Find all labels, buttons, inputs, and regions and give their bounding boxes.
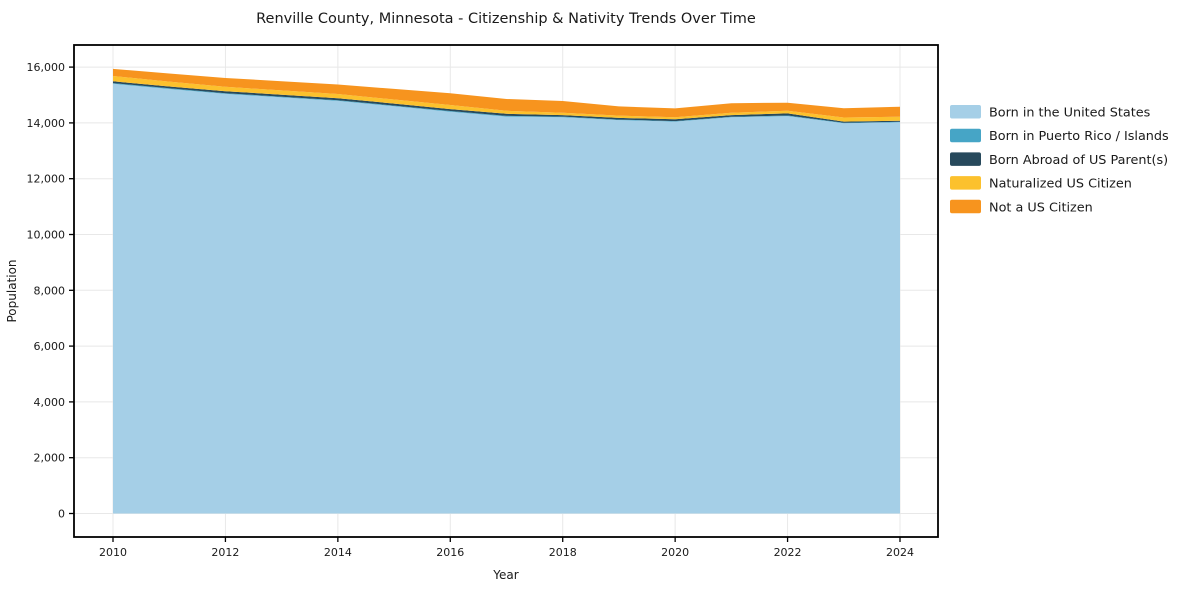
y-tick-label: 2,000 (34, 452, 66, 465)
area-series-not-a-us-citizen (113, 68, 900, 118)
legend-item: Born in Puerto Rico / Islands (950, 128, 1169, 144)
legend-swatch (950, 128, 981, 143)
legend-item: Born Abroad of US Parent(s) (950, 152, 1168, 168)
legend-item-label: Born in Puerto Rico / Islands (989, 129, 1169, 144)
x-tick-label: 2012 (211, 546, 239, 559)
legend-swatch (950, 105, 981, 119)
legend-item: Not a US Citizen (950, 199, 1093, 215)
legend-item-label: Naturalized US Citizen (989, 177, 1132, 192)
y-tick-label: 6,000 (34, 340, 66, 353)
stacked-area-layer (113, 68, 900, 514)
tick-layer: 2010 2012 2014 2016 2018 2020 2022 2024 0 2,000 4,… (27, 61, 914, 559)
legend-swatch (950, 176, 981, 190)
legend-item: Naturalized US Citizen (950, 176, 1132, 192)
area-series-born-abroad-of-us-parent-s- (113, 81, 900, 123)
x-tick-label: 2024 (886, 546, 914, 559)
y-tick-label: 10,000 (27, 229, 66, 242)
legend: Born in the United States Born in Puerto … (950, 105, 1169, 215)
legend-item-label: Not a US Citizen (989, 200, 1093, 215)
y-axis-label: Population (5, 259, 19, 322)
area-series-naturalized-us-citizen (113, 76, 900, 122)
chart-title: Renville County, Minnesota - Citizenship… (256, 11, 756, 27)
plot-border (73, 44, 939, 538)
legend-item-label: Born Abroad of US Parent(s) (989, 153, 1168, 168)
area-series-born-in-the-united-states (113, 83, 900, 514)
x-tick-label: 2022 (774, 546, 802, 559)
x-axis-label: Year (492, 568, 518, 582)
y-tick-label: 4,000 (34, 396, 66, 409)
y-tick-label: 16,000 (27, 61, 66, 74)
x-tick-label: 2014 (324, 546, 352, 559)
legend-swatch (950, 199, 981, 214)
y-tick-label: 12,000 (27, 173, 66, 186)
y-tick-label: 14,000 (27, 117, 66, 130)
x-tick-label: 2016 (436, 546, 464, 559)
legend-item-label: Born in the United States (989, 106, 1151, 121)
x-tick-label: 2020 (661, 546, 689, 559)
y-tick-label: 8,000 (34, 284, 66, 297)
y-tick-label: 0 (58, 508, 65, 521)
legend-item: Born in the United States (950, 105, 1151, 121)
x-tick-label: 2010 (99, 546, 127, 559)
legend-swatch (950, 152, 981, 166)
x-tick-label: 2018 (549, 546, 577, 559)
